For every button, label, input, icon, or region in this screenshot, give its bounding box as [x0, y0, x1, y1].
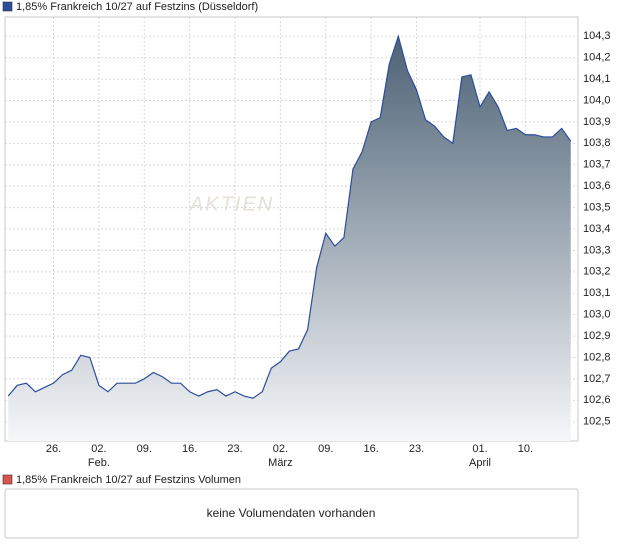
y-tick-label: 102,6	[583, 394, 611, 406]
y-tick-label: 103,9	[583, 116, 611, 128]
marks	[7, 34, 572, 442]
y-tick-label: 102,8	[583, 351, 611, 363]
legend-swatch	[2, 474, 13, 485]
y-tick-label: 103,6	[583, 180, 611, 192]
y-tick-label: 102,7	[583, 373, 611, 385]
y-tick-label: 104,2	[583, 52, 611, 64]
x-tick-label: 16.	[182, 443, 197, 455]
x-tick-label: 10.	[518, 443, 533, 455]
y-tick-label: 103,7	[583, 159, 611, 171]
x-tick-label: 16.	[363, 443, 378, 455]
legend-label: 1,85% Frankreich 10/27 auf Festzins (Düs…	[16, 1, 258, 13]
volume-message: keine Volumendaten vorhanden	[207, 506, 376, 520]
y-tick-label: 103,1	[583, 287, 611, 299]
x-month-label: April	[469, 457, 491, 469]
y-tick-label: 103,5	[583, 201, 611, 213]
y-tick-label: 104,1	[583, 73, 611, 85]
x-month-label: März	[268, 457, 292, 469]
x-tick-label: 23.	[409, 443, 424, 455]
x-tick-label: 23.	[227, 443, 242, 455]
y-tick-label: 103,2	[583, 266, 611, 278]
legend-swatch	[2, 1, 13, 12]
y-tick-label: 102,5	[583, 416, 611, 428]
x-tick-label: 09.	[137, 443, 152, 455]
x-tick-label: 26.	[46, 443, 61, 455]
watermark: AKTIEN	[189, 193, 274, 215]
y-tick-label: 104,3	[583, 30, 611, 42]
x-month-label: Feb.	[88, 457, 110, 469]
y-tick-label: 103,4	[583, 223, 611, 235]
volume-frame	[4, 488, 579, 539]
labels: 102,5 102,6 102,7 102,8 102,9 103,0 103,1 103,2…	[46, 30, 611, 469]
y-tick-label: 104,0	[583, 94, 611, 106]
y-tick-label: 103,0	[583, 309, 611, 321]
x-tick-label: 09.	[318, 443, 333, 455]
area	[8, 36, 571, 442]
y-tick-label: 103,8	[583, 137, 611, 149]
y-tick-label: 102,9	[583, 330, 611, 342]
legend-label: 1,85% Frankreich 10/27 auf Festzins Volu…	[16, 474, 241, 486]
x-tick-label: 02.	[273, 443, 288, 455]
x-tick-label: 01.	[472, 443, 487, 455]
line	[7, 34, 572, 399]
x-tick-label: 02.	[91, 443, 106, 455]
y-tick-label: 103,3	[583, 244, 611, 256]
